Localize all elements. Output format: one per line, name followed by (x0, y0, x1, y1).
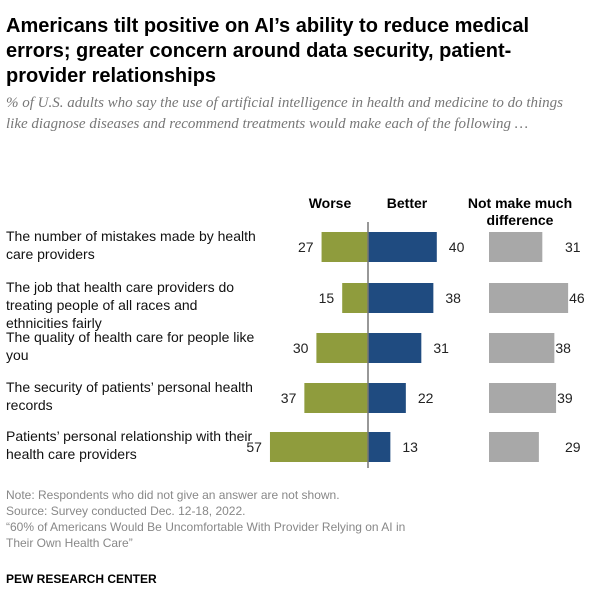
bar-worse (269, 432, 368, 462)
note: Note: Respondents who did not give an an… (6, 488, 340, 502)
bar-no-difference (489, 383, 557, 413)
value-label-worse: 30 (293, 340, 309, 356)
legend-no-difference: Not make much difference (467, 195, 573, 228)
value-label-worse: 37 (281, 390, 297, 406)
value-label-no-difference: 31 (565, 239, 581, 255)
bar-worse (321, 232, 368, 262)
value-label-no-difference: 46 (569, 290, 585, 306)
bar-better (368, 283, 434, 313)
category-label: The job that health care providers do tr… (6, 279, 235, 331)
legend-better: Better (386, 195, 428, 211)
chart-subtitle: % of U.S. adults who say the use of arti… (6, 95, 564, 132)
value-label-worse: 27 (298, 239, 314, 255)
bar-better (368, 232, 437, 262)
value-label-no-difference: 29 (565, 439, 581, 455)
bar-no-difference (489, 283, 569, 313)
bar-no-difference (489, 232, 543, 262)
bar-worse (304, 383, 368, 413)
legend-worse: Worse (308, 195, 352, 211)
bar-better (368, 333, 422, 363)
value-label-better: 13 (402, 439, 418, 455)
bar-better (368, 383, 406, 413)
bar-better (368, 432, 391, 462)
source: Source: Survey conducted Dec. 12-18, 202… (6, 504, 246, 518)
bar-no-difference (489, 333, 555, 363)
bar-worse (316, 333, 368, 363)
value-label-better: 40 (449, 239, 465, 255)
bar-no-difference (489, 432, 539, 462)
category-label: The number of mistakes made by health ca… (6, 228, 256, 262)
chart-title: Americans tilt positive on AI’s ability … (6, 15, 530, 87)
value-label-better: 31 (433, 340, 449, 356)
value-label-better: 38 (445, 290, 461, 306)
category-label: The quality of health care for people li… (6, 329, 255, 363)
brand-logo-text: PEW RESEARCH CENTER (6, 572, 157, 586)
value-label-worse: 15 (319, 290, 335, 306)
value-label-no-difference: 38 (555, 340, 571, 356)
value-label-worse: 57 (246, 439, 262, 455)
bar-worse (342, 283, 368, 313)
value-label-better: 22 (418, 390, 434, 406)
report-title: “60% of Americans Would Be Uncomfortable… (6, 520, 406, 550)
value-label-no-difference: 39 (557, 390, 573, 406)
category-label: The security of patients’ personal healt… (6, 379, 253, 413)
category-label: Patients’ personal relationship with the… (6, 428, 253, 462)
